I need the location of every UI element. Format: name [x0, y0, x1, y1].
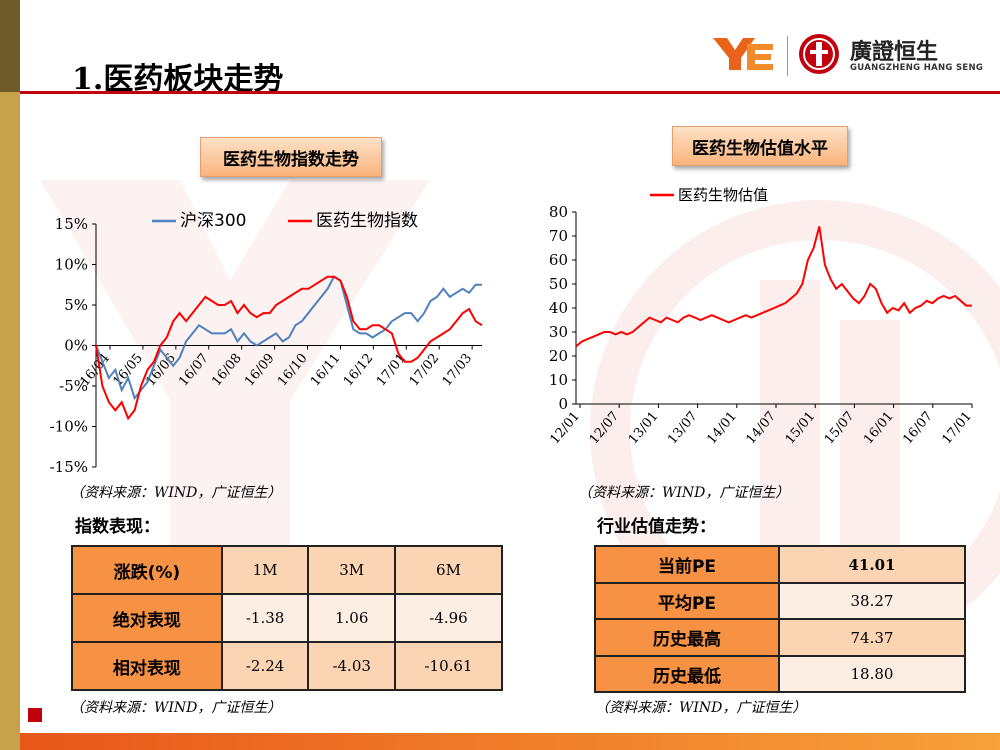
table-header-cell: 3M: [307, 545, 396, 595]
y-tick-label: 60: [549, 251, 568, 269]
table-header-cell: 涨跌(%): [71, 545, 223, 595]
table-cell: -2.24: [220, 641, 310, 691]
row-label: 当前PE: [594, 545, 780, 584]
x-tick-label: 17/01: [374, 351, 410, 389]
y-tick-label: 50: [549, 275, 568, 293]
left-chart-source: （资料来源：WIND，广证恒生）: [70, 485, 282, 501]
x-tick-label: 16/09: [242, 351, 278, 389]
table-cell: 18.80: [778, 655, 966, 693]
y-tick-label: -5%: [59, 377, 88, 395]
series-line: [575, 226, 972, 348]
x-tick-label: 16/07: [176, 351, 212, 389]
title-divider: [20, 91, 1000, 94]
x-tick-label: 16/08: [209, 351, 245, 389]
x-tick-label: 16/04: [77, 351, 113, 389]
logo-text-cn: 廣證恒生: [850, 40, 939, 65]
x-tick-label: 16/07: [900, 409, 936, 447]
table-cell: 41.01: [778, 545, 966, 584]
table-cell: 38.27: [778, 582, 966, 620]
x-tick-label: 15/01: [783, 409, 819, 447]
pe-table-heading: 行业估值走势：: [597, 517, 716, 537]
x-tick-label: 16/11: [308, 351, 344, 389]
y-tick-label: 30: [549, 323, 568, 341]
x-tick-label: 14/01: [704, 409, 740, 447]
index-table-heading: 指数表现：: [75, 517, 160, 537]
x-tick-label: 13/01: [626, 409, 662, 447]
table-cell: -4.96: [393, 593, 504, 643]
table-cell: 74.37: [778, 618, 966, 657]
y-tick-label: -15%: [50, 458, 88, 476]
row-label: 平均PE: [594, 582, 780, 620]
table-header-cell: 6M: [393, 545, 504, 595]
row-label: 相对表现: [71, 641, 223, 691]
series-line: [95, 275, 483, 421]
x-tick-label: 16/01: [861, 409, 897, 447]
table-cell: 1.06: [307, 593, 396, 643]
table-row: 相对表现 -2.24 -4.03 -10.61: [71, 641, 504, 691]
series-line: [95, 275, 482, 401]
x-tick-label: 17/02: [407, 351, 443, 389]
y-tick-label: 20: [549, 347, 568, 365]
legend-label: 医药生物估值: [678, 186, 768, 204]
logo-text-en: GUANGZHENG HANG SENG: [850, 63, 984, 73]
y-tick-label: 10%: [55, 256, 88, 274]
x-tick-label: 16/12: [341, 351, 377, 389]
table-header-row: 涨跌(%) 1M 3M 6M: [71, 545, 504, 595]
y-tick-label: -10%: [50, 418, 88, 436]
table-header-cell: 1M: [220, 545, 310, 595]
table-row: 平均PE 38.27: [594, 582, 966, 620]
y-tick-label: 0: [558, 395, 568, 413]
x-tick-label: 12/01: [547, 409, 583, 447]
y-tick-label: 40: [549, 299, 568, 317]
legend-label: 医药生物指数: [316, 211, 418, 231]
ye-logo-icon: [713, 38, 773, 70]
right-chart-source: （资料来源：WIND，广证恒生）: [578, 485, 790, 501]
x-tick-label: 15/07: [822, 409, 858, 447]
right-chart-label: 医药生物估值水平: [672, 126, 848, 166]
y-tick-label: 10: [549, 371, 568, 389]
logo-separator: [787, 36, 788, 76]
x-tick-label: 17/01: [939, 409, 975, 447]
y-tick-label: 5%: [64, 296, 88, 314]
index-table-source: （资料来源：WIND，广证恒生）: [70, 700, 282, 716]
x-tick-label: 13/07: [665, 409, 701, 447]
table-cell: -1.38: [220, 593, 310, 643]
x-tick-label: 14/07: [743, 409, 779, 447]
footer-marker: [28, 708, 42, 722]
x-tick-label: 16/10: [275, 351, 311, 389]
pe-valuation-table: 当前PE 41.01 平均PE 38.27 历史最高 74.37 历史最低 18…: [594, 545, 966, 693]
table-cell: -4.03: [307, 641, 396, 691]
guangzheng-seal-icon: [799, 34, 839, 74]
table-row: 历史最低 18.80: [594, 655, 966, 693]
pharma-index-chart: 15%10%5%0%-5%-10%-15%16/0416/0516/0616/0…: [50, 211, 483, 476]
left-accent-bar: [0, 0, 20, 750]
table-row: 当前PE 41.01: [594, 545, 966, 584]
y-tick-label: 0%: [64, 337, 88, 355]
y-tick-label: 80: [549, 203, 568, 221]
pe-table-source: （资料来源：WIND，广证恒生）: [595, 700, 807, 716]
y-tick-label: 70: [549, 227, 568, 245]
x-tick-label: 17/03: [440, 351, 476, 389]
index-performance-table: 涨跌(%) 1M 3M 6M 绝对表现 -1.38 1.06 -4.96 相对表…: [71, 545, 504, 691]
legend-label: 沪深300: [180, 211, 246, 231]
row-label: 绝对表现: [71, 593, 223, 643]
table-row: 绝对表现 -1.38 1.06 -4.96: [71, 593, 504, 643]
footer-bar: [20, 733, 1000, 750]
x-tick-label: 12/07: [587, 409, 623, 447]
row-label: 历史最高: [594, 618, 780, 657]
row-label: 历史最低: [594, 655, 780, 693]
table-row: 历史最高 74.37: [594, 618, 966, 657]
left-accent-bar-top: [0, 0, 20, 92]
table-cell: -10.61: [393, 641, 504, 691]
y-tick-label: 15%: [55, 215, 88, 233]
left-chart-label: 医药生物指数走势: [200, 137, 382, 177]
x-tick-label: 16/06: [143, 351, 179, 389]
